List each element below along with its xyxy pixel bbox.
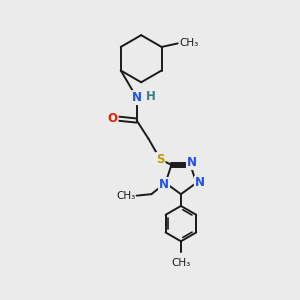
Text: N: N [195,176,205,190]
Text: CH₃: CH₃ [179,38,199,48]
Text: N: N [159,178,169,191]
Text: O: O [108,112,118,125]
Text: CH₃: CH₃ [116,190,135,201]
Text: N: N [187,156,197,169]
Text: N: N [132,91,142,104]
Text: S: S [156,153,165,166]
Text: CH₃: CH₃ [171,258,190,268]
Text: H: H [146,90,155,103]
